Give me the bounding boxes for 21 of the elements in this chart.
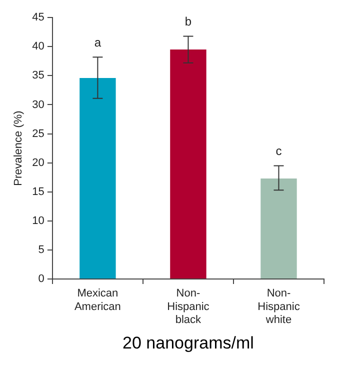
annotation: c bbox=[276, 144, 282, 158]
x-tick-label: Non-Hispanic white bbox=[258, 288, 300, 326]
x-tick-label: Non-Hispanic black bbox=[167, 288, 210, 326]
y-tick-label: 0 bbox=[38, 273, 44, 286]
bar bbox=[260, 178, 297, 278]
y-tick-label: 25 bbox=[32, 128, 44, 140]
x-tick-label: Mexican American bbox=[74, 288, 121, 313]
bar bbox=[170, 50, 206, 278]
y-tick-label: 5 bbox=[38, 244, 44, 256]
annotation: b bbox=[184, 14, 192, 28]
y-tick-label: 40 bbox=[32, 40, 44, 53]
y-tick-label: 15 bbox=[32, 186, 44, 198]
y-tick-label: 45 bbox=[32, 12, 44, 24]
y-tick-label: 20 bbox=[32, 156, 44, 169]
annotation: a bbox=[94, 35, 102, 50]
x-axis-title: 20 nanograms/ml bbox=[122, 333, 254, 352]
y-tick-label: 35 bbox=[32, 70, 44, 82]
bar bbox=[80, 78, 116, 278]
y-axis-title: Prevalence (%) bbox=[12, 110, 25, 186]
y-tick-label: 10 bbox=[32, 214, 44, 227]
y-tick-label: 30 bbox=[32, 98, 44, 111]
